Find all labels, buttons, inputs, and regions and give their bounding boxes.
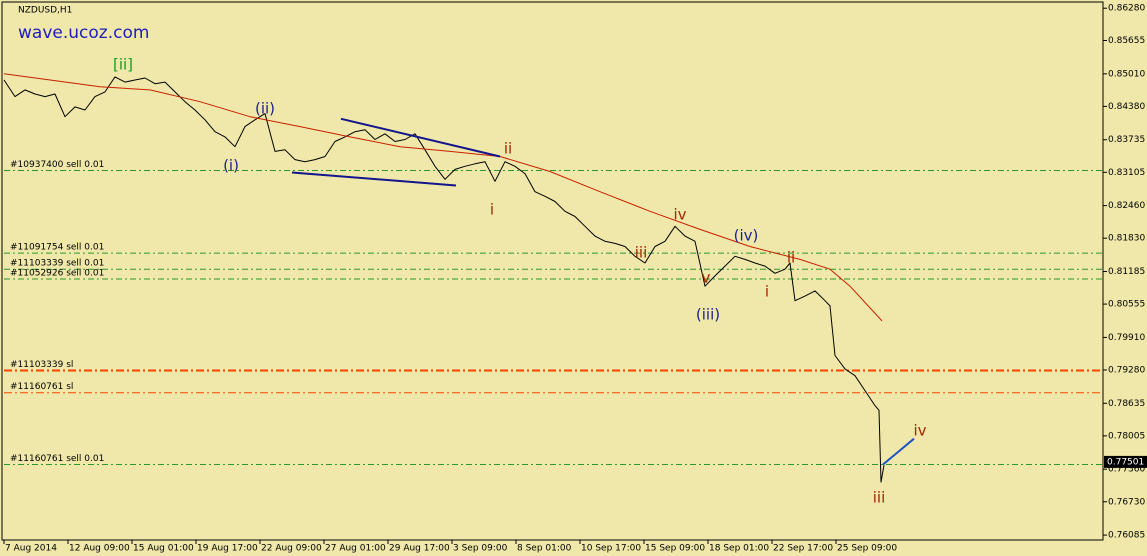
y-tick-label: 0.86280 bbox=[1108, 4, 1145, 14]
trend-line bbox=[882, 437, 915, 466]
order-label: #11103339 sl bbox=[10, 360, 73, 370]
y-tick-label: 0.79280 bbox=[1108, 365, 1145, 375]
price-line bbox=[3, 76, 885, 483]
order-label: #11160761 sell 0.01 bbox=[10, 454, 104, 464]
wave-label: iv bbox=[673, 206, 686, 224]
x-tick-label: 8 Sep 01:00 bbox=[517, 544, 572, 554]
y-tick-label: 0.83105 bbox=[1108, 168, 1145, 178]
x-tick-label: 10 Sep 17:00 bbox=[581, 544, 641, 554]
x-tick-label: 25 Sep 09:00 bbox=[837, 544, 897, 554]
order-label: #10937400 sell 0.01 bbox=[10, 160, 104, 170]
x-tick-label: 15 Sep 09:00 bbox=[645, 544, 705, 554]
wave-label: (i) bbox=[223, 157, 239, 175]
order-label: #11103339 sell 0.01 bbox=[10, 259, 104, 269]
plot-frame bbox=[1, 1, 1104, 541]
wave-label: (iv) bbox=[734, 227, 759, 245]
y-tick-label: 0.77360 bbox=[1108, 465, 1145, 475]
wave-label: iii bbox=[873, 489, 886, 507]
current-price: 0.77501 bbox=[1107, 457, 1144, 467]
y-tick-label: 0.78635 bbox=[1108, 399, 1145, 409]
wave-label: i bbox=[490, 201, 494, 219]
x-tick-label: 15 Aug 01:00 bbox=[133, 544, 194, 554]
y-tick-label: 0.79910 bbox=[1108, 333, 1145, 343]
x-tick-label: 22 Aug 09:00 bbox=[261, 544, 322, 554]
wave-label: (iii) bbox=[696, 306, 720, 324]
wave-label: i bbox=[765, 283, 769, 301]
y-tick-label: 0.84380 bbox=[1108, 102, 1145, 112]
x-tick-label: 19 Aug 17:00 bbox=[197, 544, 258, 554]
y-tick-label: 0.85655 bbox=[1108, 36, 1145, 46]
y-tick-label: 0.76085 bbox=[1108, 531, 1145, 541]
trend-line bbox=[291, 171, 457, 187]
y-tick-label: 0.85010 bbox=[1108, 69, 1145, 79]
trend-line bbox=[340, 117, 501, 158]
order-label: #11052926 sell 0.01 bbox=[10, 269, 104, 279]
moving-average bbox=[3, 73, 883, 322]
wave-label: iii bbox=[635, 244, 648, 262]
x-tick-label: 12 Aug 09:00 bbox=[69, 544, 130, 554]
x-tick-label: 18 Sep 01:00 bbox=[709, 544, 769, 554]
wave-label: v bbox=[702, 269, 711, 287]
x-tick-label: 7 Aug 2014 bbox=[5, 544, 57, 554]
y-tick-label: 0.78005 bbox=[1108, 431, 1145, 441]
y-tick-label: 0.82460 bbox=[1108, 201, 1145, 211]
order-label: #11091754 sell 0.01 bbox=[10, 243, 104, 253]
wave-label: ii bbox=[787, 249, 795, 267]
y-tick-label: 0.81830 bbox=[1108, 234, 1145, 244]
price-badge bbox=[1104, 455, 1147, 468]
order-label: #11160761 sl bbox=[10, 382, 73, 392]
y-tick-label: 0.81185 bbox=[1108, 267, 1145, 277]
x-tick-label: 29 Aug 17:00 bbox=[389, 544, 450, 554]
wave-label: ii bbox=[504, 140, 512, 158]
wave-label: iv bbox=[913, 422, 926, 440]
y-tick-label: 0.83735 bbox=[1108, 135, 1145, 145]
y-tick-label: 0.80555 bbox=[1108, 300, 1145, 310]
x-tick-label: 22 Sep 17:00 bbox=[773, 544, 833, 554]
wave-label: [ii] bbox=[113, 56, 133, 74]
x-tick-label: 3 Sep 09:00 bbox=[453, 544, 508, 554]
watermark: wave.ucoz.com bbox=[18, 23, 149, 43]
x-tick-label: 27 Aug 01:00 bbox=[325, 544, 386, 554]
wave-label: (ii) bbox=[255, 100, 275, 118]
chart-title: NZDUSD,H1 bbox=[18, 6, 72, 16]
y-tick-label: 0.76730 bbox=[1108, 497, 1145, 507]
